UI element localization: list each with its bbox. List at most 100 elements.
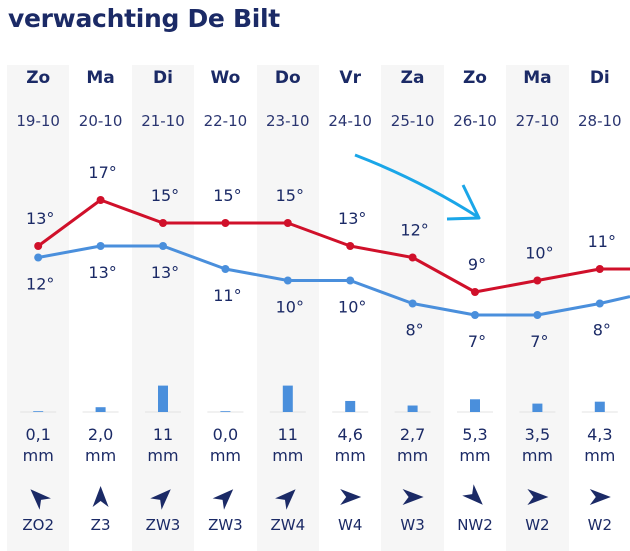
precip-unit: mm xyxy=(459,446,490,465)
wind-label: W2 xyxy=(525,516,549,534)
max-temp-line-point xyxy=(595,265,604,273)
wind-direction-icon xyxy=(92,486,109,507)
max-temp-label: 15° xyxy=(276,186,304,205)
min-temp-label: 10° xyxy=(276,298,304,317)
precip-bar xyxy=(158,385,168,412)
min-temp-label: 13° xyxy=(151,263,179,282)
precip-bar xyxy=(470,399,480,412)
precip-bar xyxy=(95,407,106,412)
min-temp-line-point xyxy=(408,299,417,308)
date-label: 26-10 xyxy=(453,112,497,130)
day-column xyxy=(506,65,569,551)
max-temp-line-point xyxy=(221,219,230,227)
day-label: Zo xyxy=(462,68,487,88)
max-temp-line-point xyxy=(34,242,43,250)
max-temp-line-point xyxy=(346,242,355,250)
precip-unit: mm xyxy=(272,446,303,465)
day-label: Vr xyxy=(339,68,361,88)
wind-label: Z3 xyxy=(91,516,111,534)
precip-unit: mm xyxy=(522,446,553,465)
wind-direction-icon xyxy=(30,489,51,510)
wind-label: W3 xyxy=(400,516,424,534)
precip-value: 2,0 xyxy=(88,425,113,444)
wind-label: NW2 xyxy=(457,516,493,534)
wind-direction-icon xyxy=(589,489,611,505)
min-temp-line-point xyxy=(34,253,43,262)
precip-bar xyxy=(594,401,605,412)
date-label: 20-10 xyxy=(78,112,123,130)
max-temp-label: 17° xyxy=(88,163,116,182)
precip-value: 4,3 xyxy=(587,425,612,444)
min-temp-line-point xyxy=(533,311,542,319)
min-temp-line-point xyxy=(346,276,355,285)
day-label: Ma xyxy=(523,68,552,88)
wind-label: ZW3 xyxy=(208,516,243,534)
precip-bar xyxy=(407,405,418,412)
max-temp-label: 15° xyxy=(213,186,241,205)
precip-unit: mm xyxy=(397,446,428,465)
date-label: 24-10 xyxy=(328,112,372,130)
day-column xyxy=(131,65,195,551)
wind-label: ZW3 xyxy=(146,516,181,534)
min-temp-label: 13° xyxy=(88,263,116,282)
min-temp-line-point xyxy=(283,276,292,285)
day-label: Wo xyxy=(210,68,241,88)
precip-value: 0,1 xyxy=(25,425,50,444)
precip-value: 0,0 xyxy=(213,425,238,444)
precip-value: 2,7 xyxy=(400,425,425,444)
page-title: verwachting De Bilt xyxy=(8,4,280,33)
precip-bar xyxy=(532,403,543,412)
day-label: Ma xyxy=(86,68,115,88)
min-temp-label: 7° xyxy=(468,332,486,351)
date-label: 21-10 xyxy=(141,112,185,130)
max-temp-line-point xyxy=(96,196,105,204)
day-label: Do xyxy=(274,68,301,88)
precip-unit: mm xyxy=(210,446,241,465)
wind-direction-icon xyxy=(527,489,549,505)
precip-unit: mm xyxy=(335,446,366,465)
day-column xyxy=(7,65,70,551)
max-temp-line-point xyxy=(159,219,167,227)
day-label: Di xyxy=(153,68,173,88)
date-label: 27-10 xyxy=(515,112,560,130)
max-temp-label: 10° xyxy=(525,244,553,263)
min-temp-label: 7° xyxy=(530,332,548,351)
wind-direction-icon xyxy=(212,489,234,510)
max-temp-label: 13° xyxy=(338,209,366,228)
wind-label: ZO2 xyxy=(22,516,54,534)
day-column xyxy=(256,65,319,551)
min-temp-label: 8° xyxy=(593,321,611,340)
min-temp-line-point xyxy=(96,242,105,250)
precip-unit: mm xyxy=(147,446,178,465)
precip-bar xyxy=(33,411,44,412)
max-temp-line-point xyxy=(283,219,292,227)
wind-label: ZW4 xyxy=(270,516,305,534)
min-temp-line-point xyxy=(159,242,167,250)
day-label: Di xyxy=(589,68,610,88)
precip-bar xyxy=(345,400,356,412)
min-temp-line-point xyxy=(471,311,479,319)
min-temp-line-point xyxy=(221,265,230,273)
precip-value: 11 xyxy=(153,425,173,444)
wind-direction-icon xyxy=(462,484,483,505)
wind-direction-icon xyxy=(150,489,171,510)
max-temp-label: 13° xyxy=(26,209,54,228)
min-temp-label: 11° xyxy=(213,286,241,305)
precip-value: 3,5 xyxy=(525,425,550,444)
annotation-arrowhead-icon xyxy=(446,184,481,221)
precip-value: 11 xyxy=(278,425,298,444)
min-temp-label: 10° xyxy=(338,298,366,317)
wind-direction-icon xyxy=(402,489,424,505)
day-label: Za xyxy=(400,68,425,88)
precip-unit: mm xyxy=(85,446,116,465)
wind-direction-icon xyxy=(275,489,296,510)
day-label: Zo xyxy=(26,68,51,88)
max-temp-line-point xyxy=(471,288,479,296)
min-temp-line-point xyxy=(595,299,604,308)
date-label: 22-10 xyxy=(203,112,248,130)
precip-unit: mm xyxy=(584,446,615,465)
max-temp-label: 15° xyxy=(151,186,179,205)
max-temp-label: 9° xyxy=(468,255,486,274)
wind-label: W2 xyxy=(588,516,612,534)
date-label: 23-10 xyxy=(265,112,310,130)
